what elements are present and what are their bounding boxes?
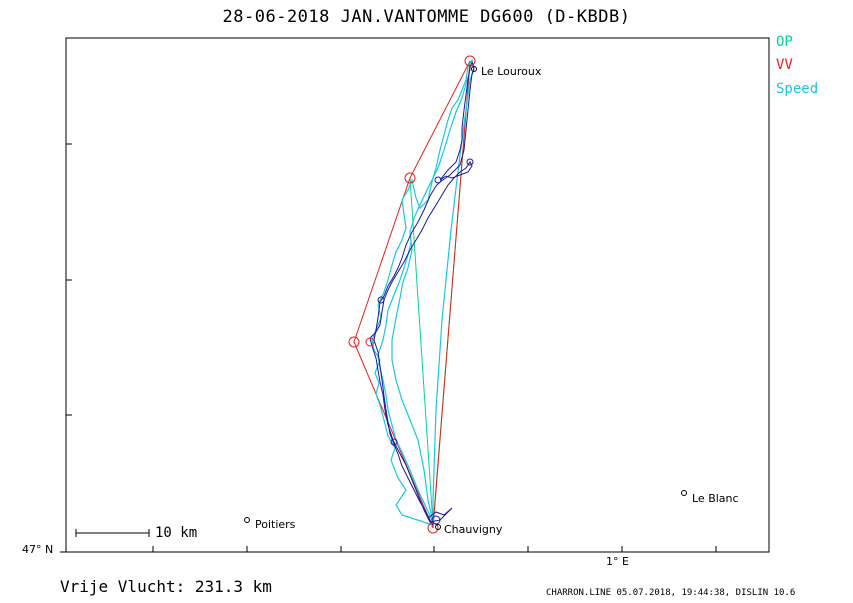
- place-marker-le-louroux: [471, 66, 477, 72]
- place-marker-poitiers: [244, 517, 250, 523]
- map-frame: [65, 37, 770, 553]
- speed-track-line: [371, 58, 475, 526]
- place-label-chauvigny: Chauvigny: [444, 523, 503, 536]
- turnpoints: [348, 55, 476, 534]
- place-marker-chauvigny: [435, 524, 441, 530]
- longitude-label: 1° E: [606, 555, 629, 568]
- footer-info: CHARRON.LINE 05.07.2018, 19:44:38, DISLI…: [546, 588, 796, 598]
- op-task-line: [409, 62, 471, 526]
- latitude-label: 47° N: [22, 543, 54, 556]
- vv-task-line: [353, 60, 471, 529]
- map-title: 28-06-2018 JAN.VANTOMME DG600 (D-KBDB): [222, 7, 631, 27]
- scale-label: 10 km: [155, 525, 198, 541]
- places: Le Louroux Poitiers Chauvigny Le Blanc: [244, 65, 739, 536]
- legend-speed: Speed: [776, 81, 819, 97]
- axis-ticks: [60, 143, 717, 553]
- legend-op: OP: [776, 34, 793, 50]
- distance-label: Vrije Vlucht: 231.3 km: [60, 577, 272, 596]
- speed-track-line-2: [391, 69, 471, 523]
- place-marker-le-blanc: [681, 490, 687, 496]
- flight-track-2: [373, 61, 475, 526]
- flight-track: [369, 61, 473, 526]
- place-label-le-louroux: Le Louroux: [481, 65, 542, 78]
- scale-bar: [75, 529, 150, 537]
- legend-vv: VV: [776, 57, 793, 73]
- track-markers: [377, 158, 474, 525]
- place-label-le-blanc: Le Blanc: [692, 492, 739, 505]
- place-label-poitiers: Poitiers: [255, 518, 296, 531]
